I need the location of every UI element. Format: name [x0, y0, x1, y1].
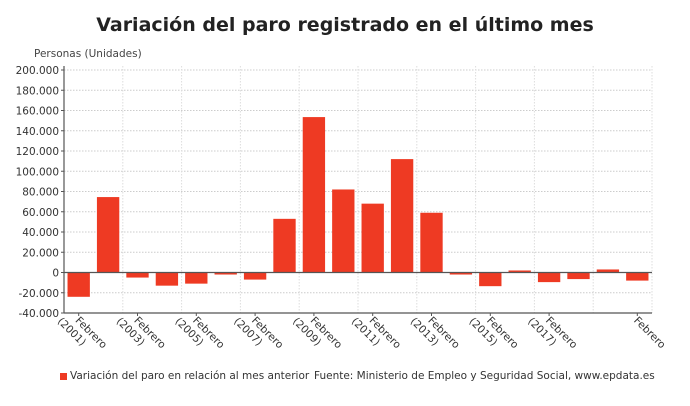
chart-title: Variación del paro registrado en el últi…: [96, 14, 594, 36]
y-tick-label: 40.000: [22, 227, 59, 239]
bar-13: [420, 212, 443, 273]
y-tick-label: 60.000: [22, 207, 59, 219]
bar-16: [508, 270, 531, 273]
x-tick-label: Febrero(2007): [231, 306, 285, 360]
y-tick-label: 200.000: [16, 65, 59, 77]
legend: Variación del paro en relación al mes an…: [60, 370, 309, 382]
y-tick-label: 160.000: [16, 106, 59, 118]
bar-5: [185, 272, 208, 284]
bar-3: [126, 272, 149, 278]
x-tick-label: Febrero(2011): [349, 306, 403, 360]
x-tick-label: Febrero(2009): [290, 306, 344, 360]
x-tick-label: Febrero(2015): [467, 306, 521, 360]
bar-19: [596, 269, 620, 273]
x-tick-label: Febrero(2003): [114, 306, 168, 360]
x-tick-label: Febrero(2005): [173, 306, 227, 360]
bar-15: [479, 272, 502, 287]
bar-6: [214, 272, 237, 275]
bar-11: [361, 203, 384, 273]
y-tick-label: 80.000: [22, 187, 59, 199]
y-tick-label: -20.000: [18, 288, 59, 300]
bar-7: [243, 272, 267, 280]
bar-12: [390, 159, 414, 273]
bar-1: [67, 272, 90, 297]
bar-20: [626, 272, 649, 281]
y-tick-label: 180.000: [16, 85, 59, 97]
legend-swatch: [60, 372, 67, 380]
bar-10: [332, 189, 355, 273]
x-tick-label: Febrero: [631, 315, 668, 352]
bar-18: [567, 272, 590, 280]
bar-8: [273, 218, 296, 273]
bar-2: [96, 197, 120, 273]
x-tick-label: Febrero(2001): [55, 306, 109, 360]
bar-9: [302, 117, 326, 273]
y-tick-label: 140.000: [16, 126, 59, 138]
y-tick-label: 120.000: [16, 146, 59, 158]
bar-14: [449, 272, 473, 275]
y-tick-label: 20.000: [22, 247, 59, 259]
x-tick-label: Febrero(2017): [525, 306, 579, 360]
bar-4: [155, 272, 179, 286]
y-tick-label: -40.000: [18, 308, 59, 320]
y-axis-label: Personas (Unidades): [34, 48, 142, 60]
y-tick-label: 100.000: [16, 166, 59, 178]
legend-label: Variación del paro en relación al mes an…: [70, 370, 310, 382]
y-tick-label: 0: [52, 268, 59, 280]
source-note: Fuente: Ministerio de Empleo y Seguridad…: [314, 370, 655, 382]
bar-17: [537, 272, 561, 283]
x-tick-label: Febrero(2013): [408, 306, 462, 360]
